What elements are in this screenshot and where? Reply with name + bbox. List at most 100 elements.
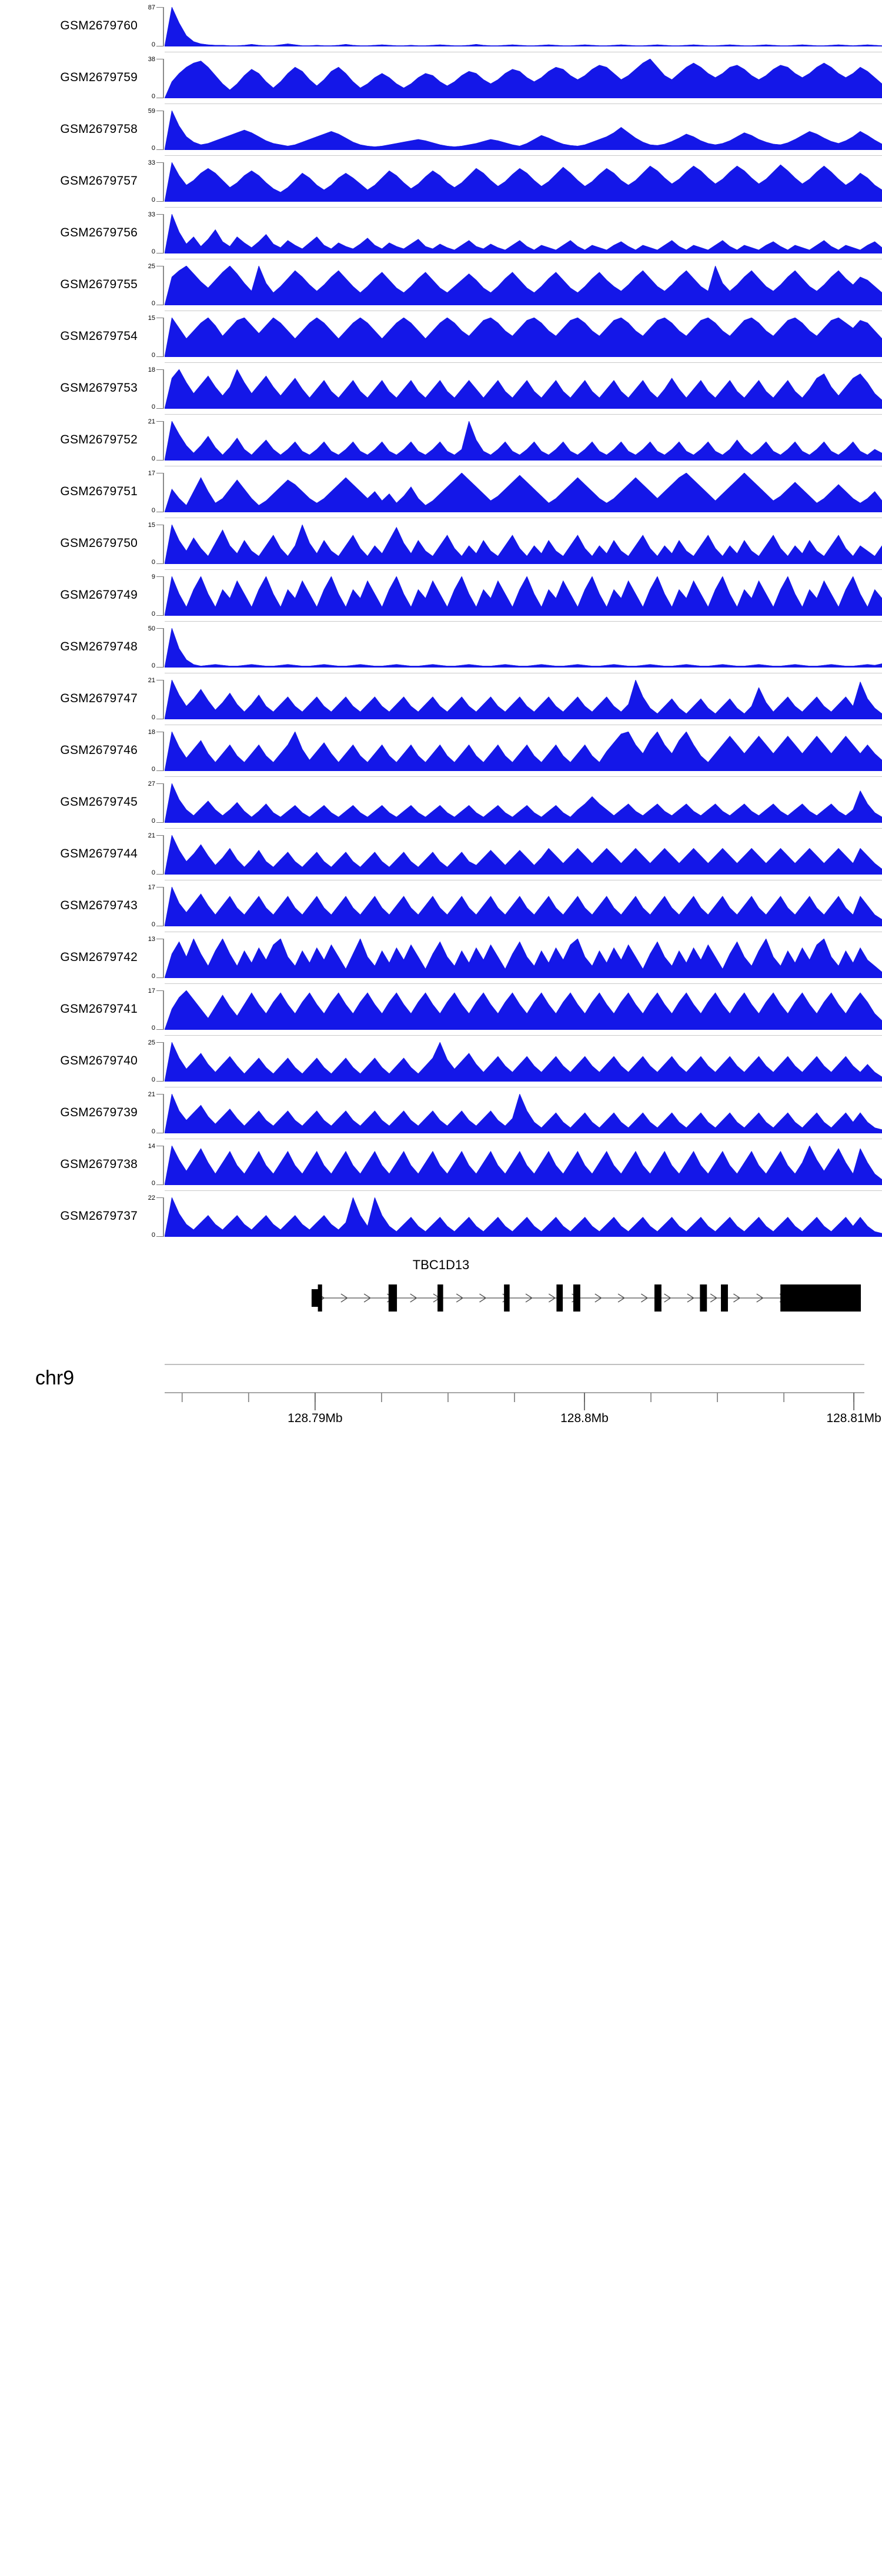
y-axis-tick-mark — [156, 977, 163, 978]
y-axis-max-label: 21 — [148, 832, 155, 839]
y-axis-tick-mark — [156, 835, 163, 836]
y-axis-spine — [163, 576, 164, 616]
coverage-plot-area[interactable] — [165, 207, 882, 259]
coverage-plot-area[interactable] — [165, 776, 882, 828]
gene-exon[interactable] — [388, 1284, 397, 1312]
coverage-area — [165, 59, 882, 98]
genome-axis-ruler[interactable] — [165, 1360, 864, 1430]
strand-arrow-icon — [456, 1293, 464, 1303]
track-separator — [165, 1190, 882, 1191]
y-axis-max-label: 27 — [148, 780, 155, 788]
coverage-plot-area[interactable] — [165, 414, 882, 466]
track-y-axis: 59 0 — [143, 104, 165, 155]
coverage-plot-area[interactable] — [165, 1139, 882, 1190]
coverage-track: GSM2679750 15 0 — [0, 518, 882, 569]
coverage-area — [165, 266, 882, 305]
y-axis-max-label: 15 — [148, 522, 155, 529]
track-label-cell: GSM2679742 — [0, 932, 143, 983]
y-axis-max-label: 17 — [148, 470, 155, 477]
strand-arrow-icon — [756, 1293, 764, 1303]
sample-label: GSM2679747 — [60, 692, 138, 705]
gene-exon[interactable] — [721, 1284, 728, 1312]
coverage-plot-area[interactable] — [165, 725, 882, 776]
y-axis-min-label: 0 — [151, 559, 155, 566]
gene-exon[interactable] — [556, 1284, 563, 1312]
coverage-plot-area[interactable] — [165, 52, 882, 104]
y-axis-max-label: 25 — [148, 1039, 155, 1046]
track-y-axis: 17 0 — [143, 880, 165, 932]
coverage-plot-area[interactable] — [165, 362, 882, 414]
coverage-plot-area[interactable] — [165, 155, 882, 207]
strand-arrow-icon — [617, 1293, 626, 1303]
coverage-area — [165, 783, 882, 823]
sample-label: GSM2679748 — [60, 640, 138, 653]
gene-exon[interactable] — [504, 1284, 510, 1312]
sample-label: GSM2679742 — [60, 950, 138, 964]
coverage-area — [165, 421, 882, 461]
y-axis-min-label: 0 — [151, 766, 155, 773]
coverage-track: GSM2679757 33 0 — [0, 155, 882, 207]
track-y-axis: 87 0 — [143, 0, 165, 52]
gene-exon[interactable] — [573, 1284, 580, 1312]
track-label-cell: GSM2679743 — [0, 880, 143, 932]
track-separator — [165, 414, 882, 415]
sample-label: GSM2679746 — [60, 743, 138, 757]
coverage-track: GSM2679743 17 0 — [0, 880, 882, 932]
y-axis-tick-mark — [156, 1094, 163, 1095]
y-axis-min-label: 0 — [151, 921, 155, 928]
coverage-area — [165, 835, 882, 875]
track-y-axis: 25 0 — [143, 1035, 165, 1087]
coverage-plot-area[interactable] — [165, 1087, 882, 1139]
y-axis-tick-mark — [156, 460, 163, 461]
coverage-track: GSM2679738 14 0 — [0, 1139, 882, 1190]
coverage-plot-area[interactable] — [165, 518, 882, 569]
track-separator — [165, 621, 882, 622]
sample-label: GSM2679740 — [60, 1054, 138, 1067]
y-axis-tick-mark — [156, 356, 163, 357]
sample-label: GSM2679760 — [60, 19, 138, 32]
strand-arrow-icon — [363, 1293, 372, 1303]
y-axis-tick-mark — [156, 7, 163, 8]
track-label-cell: GSM2679737 — [0, 1190, 143, 1242]
y-axis-tick-mark — [156, 162, 163, 163]
coverage-area — [165, 318, 882, 357]
coverage-plot-area[interactable] — [165, 1035, 882, 1087]
y-axis-spine — [163, 214, 164, 253]
y-axis-spine — [163, 369, 164, 409]
coverage-plot-area[interactable] — [165, 104, 882, 155]
coverage-plot-area[interactable] — [165, 569, 882, 621]
coverage-plot-area[interactable] — [165, 1190, 882, 1242]
coverage-plot-area[interactable] — [165, 621, 882, 673]
track-separator — [165, 776, 882, 777]
gene-exon[interactable] — [654, 1284, 662, 1312]
y-axis-tick-mark — [156, 783, 163, 784]
coverage-plot-area[interactable] — [165, 311, 882, 362]
coverage-plot-area[interactable] — [165, 0, 882, 52]
y-axis-spine — [163, 473, 164, 512]
gene-exon[interactable] — [437, 1284, 443, 1312]
track-label-cell: GSM2679754 — [0, 311, 143, 362]
coverage-area — [165, 628, 882, 668]
gene-exon[interactable] — [700, 1284, 707, 1312]
coverage-plot-area[interactable] — [165, 983, 882, 1035]
coverage-track: GSM2679748 50 0 — [0, 621, 882, 673]
y-axis-min-label: 0 — [151, 248, 155, 255]
coverage-plot-area[interactable] — [165, 828, 882, 880]
coverage-track: GSM2679746 18 0 — [0, 725, 882, 776]
coverage-track: GSM2679756 33 0 — [0, 207, 882, 259]
gene-exon[interactable] — [318, 1284, 322, 1312]
coverage-plot-area[interactable] — [165, 673, 882, 725]
coverage-area — [165, 525, 882, 564]
y-axis-tick-mark — [156, 1042, 163, 1043]
gene-model-track[interactable] — [165, 1277, 864, 1319]
y-axis-spine — [163, 421, 164, 461]
gene-model-section: TBC1D13 — [0, 1242, 882, 1342]
gene-exon[interactable] — [780, 1284, 861, 1312]
coverage-plot-area[interactable] — [165, 466, 882, 518]
coverage-plot-area[interactable] — [165, 259, 882, 311]
track-label-cell: GSM2679744 — [0, 828, 143, 880]
y-axis-tick-mark — [156, 1029, 163, 1030]
coverage-plot-area[interactable] — [165, 932, 882, 983]
coverage-plot-area[interactable] — [165, 880, 882, 932]
y-axis-spine — [163, 266, 164, 305]
